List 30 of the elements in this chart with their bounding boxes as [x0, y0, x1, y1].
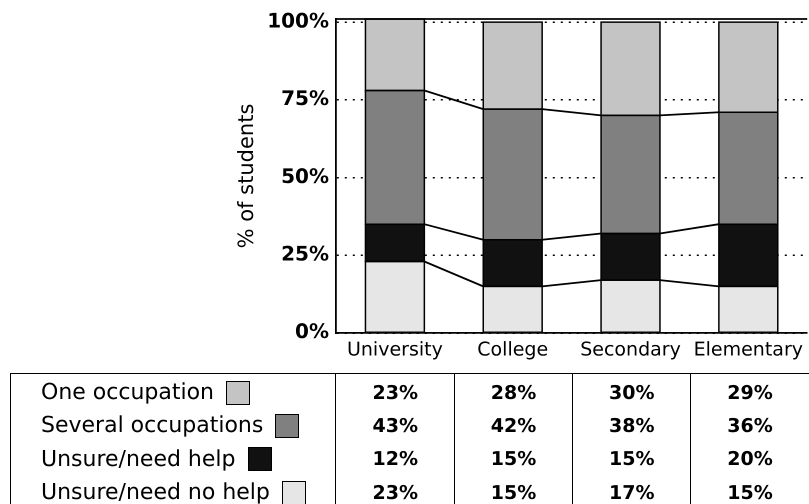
- data-label: 28%: [490, 382, 536, 404]
- legend-label: Several occupations: [41, 413, 264, 438]
- y-axis-title: % of students: [234, 104, 258, 248]
- data-label: 29%: [727, 382, 773, 404]
- y-tick-label: 0%: [295, 319, 329, 344]
- y-tick-label: 50%: [281, 164, 329, 188]
- data-label: 42%: [490, 414, 536, 437]
- data-label: 43%: [372, 414, 418, 437]
- data-label: 17%: [609, 482, 654, 504]
- y-tick-label: 100%: [267, 8, 329, 32]
- data-label: 30%: [609, 382, 654, 404]
- legend-label: One occupation: [41, 380, 214, 406]
- legend-label: Unsure/need no help: [41, 480, 270, 504]
- data-label: 12%: [372, 448, 418, 470]
- x-tick-label: College: [477, 338, 548, 360]
- x-tick-label: University: [346, 338, 443, 360]
- data-label: 23%: [372, 482, 418, 504]
- x-tick-label: Elementary: [694, 338, 804, 360]
- y-tick-label: 75%: [281, 86, 329, 110]
- data-label: 20%: [727, 448, 773, 470]
- data-label: 15%: [490, 482, 536, 504]
- y-tick-label: 25%: [281, 241, 329, 266]
- data-label: 36%: [727, 414, 773, 437]
- legend-label: Unsure/need help: [41, 446, 236, 472]
- x-tick-label: Secondary: [580, 338, 681, 360]
- data-label: 15%: [727, 482, 773, 504]
- data-label: 23%: [372, 382, 418, 404]
- data-label: 15%: [490, 448, 536, 470]
- data-label: 38%: [609, 414, 654, 437]
- data-label: 15%: [609, 448, 654, 470]
